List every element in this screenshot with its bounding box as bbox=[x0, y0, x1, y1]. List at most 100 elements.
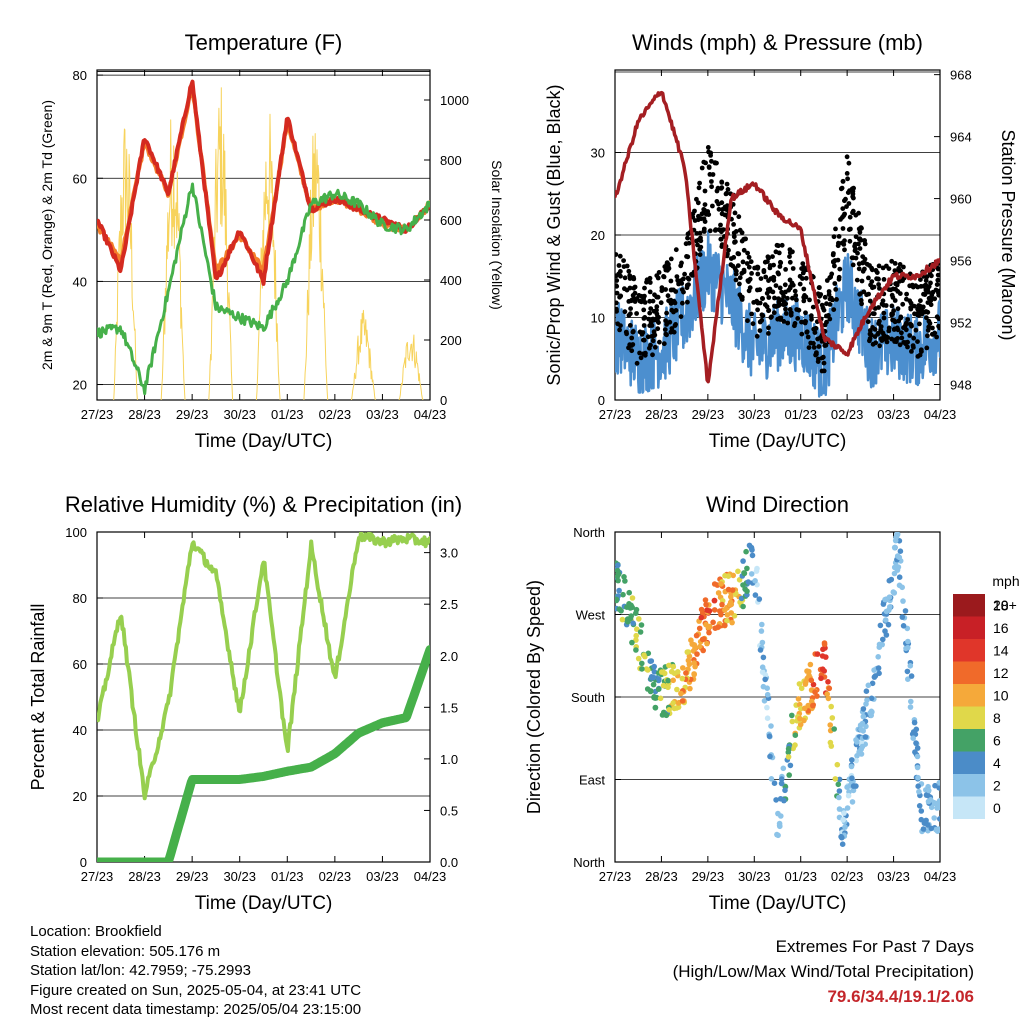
gust-point bbox=[755, 307, 760, 313]
legend-swatch bbox=[953, 706, 985, 729]
gust-point bbox=[623, 329, 629, 335]
gust-point bbox=[622, 286, 627, 292]
gust-point bbox=[776, 299, 782, 305]
gust-point bbox=[876, 282, 881, 287]
winds-pressure-chart: Winds (mph) & Pressure (mb) 27/23 28/23 29/… bbox=[544, 30, 1018, 452]
gust-point bbox=[797, 281, 803, 287]
gust-point bbox=[725, 187, 731, 192]
gust-point bbox=[911, 335, 917, 341]
gust-point bbox=[654, 311, 660, 317]
direction-point bbox=[759, 669, 766, 675]
direction-point bbox=[728, 610, 734, 616]
legend-label: 0 bbox=[993, 800, 1001, 816]
gust-point bbox=[819, 368, 825, 374]
gust-point bbox=[853, 234, 859, 240]
gust-point bbox=[924, 345, 930, 351]
gust-point bbox=[752, 265, 757, 271]
direction-point bbox=[728, 594, 734, 600]
chart-title: Temperature (F) bbox=[185, 30, 343, 55]
gust-point bbox=[684, 254, 689, 259]
gust-point bbox=[916, 303, 922, 308]
direction-point bbox=[787, 762, 794, 769]
direction-point bbox=[694, 651, 700, 657]
gust-point bbox=[771, 277, 777, 283]
direction-point bbox=[773, 797, 779, 803]
gust-point bbox=[880, 298, 886, 304]
direction-point bbox=[767, 753, 773, 760]
gust-point bbox=[846, 227, 852, 233]
direction-point bbox=[882, 617, 889, 623]
direction-point bbox=[902, 608, 909, 614]
direction-point bbox=[656, 676, 662, 682]
x-axis-label: Time (Day/UTC) bbox=[709, 893, 847, 914]
gust-point bbox=[775, 270, 781, 276]
direction-point bbox=[715, 590, 722, 596]
gust-point bbox=[680, 300, 685, 306]
direction-point bbox=[665, 684, 671, 691]
gust-point bbox=[668, 300, 674, 306]
x-tick-label: 04/23 bbox=[924, 407, 957, 422]
gust-point bbox=[889, 312, 895, 318]
direction-point bbox=[895, 564, 902, 570]
gust-point bbox=[733, 271, 739, 277]
gust-point bbox=[807, 297, 812, 303]
gust-point bbox=[842, 247, 847, 253]
gust-point bbox=[884, 339, 890, 345]
gust-point bbox=[799, 319, 804, 325]
x-tick-label: 01/23 bbox=[271, 869, 304, 884]
direction-point bbox=[875, 665, 882, 671]
gust-point bbox=[637, 350, 642, 356]
direction-point bbox=[859, 720, 866, 727]
extremes-subtitle: (High/Low/Max Wind/Total Precipitation) bbox=[672, 962, 974, 981]
gust-point bbox=[746, 254, 752, 260]
direction-point bbox=[818, 675, 824, 682]
gust-point bbox=[785, 320, 791, 326]
direction-point bbox=[778, 776, 785, 782]
direction-point bbox=[825, 695, 832, 702]
gust-point bbox=[856, 241, 861, 247]
gust-point bbox=[718, 222, 723, 228]
gust-point bbox=[615, 273, 619, 279]
gust-point bbox=[790, 249, 795, 255]
direction-point bbox=[745, 579, 752, 585]
direction-point bbox=[722, 572, 728, 579]
gust-point bbox=[860, 254, 866, 259]
y-tick-label: 30 bbox=[591, 146, 605, 161]
gust-point bbox=[819, 302, 825, 308]
legend-label: 12 bbox=[993, 665, 1009, 681]
direction-point bbox=[849, 775, 855, 781]
direction-point bbox=[849, 799, 856, 805]
gust-point bbox=[766, 278, 771, 283]
gust-point bbox=[617, 294, 622, 300]
gust-point bbox=[698, 238, 704, 244]
direction-point bbox=[710, 619, 716, 626]
gust-point bbox=[856, 261, 862, 267]
legend-label: 16 bbox=[993, 620, 1009, 636]
rh-line bbox=[97, 532, 430, 801]
direction-point bbox=[905, 676, 911, 682]
direction-point bbox=[619, 616, 626, 623]
gust-point bbox=[862, 241, 868, 247]
y-tick-label: North bbox=[573, 855, 605, 870]
gust-point bbox=[859, 301, 864, 307]
gust-point bbox=[618, 323, 623, 328]
gust-point bbox=[864, 292, 869, 298]
direction-point bbox=[907, 704, 914, 710]
direction-point bbox=[633, 632, 639, 639]
gust-point bbox=[667, 319, 673, 325]
gust-point bbox=[685, 275, 691, 281]
direction-point bbox=[696, 625, 703, 632]
direction-point bbox=[641, 652, 647, 658]
gust-point bbox=[694, 196, 699, 202]
gust-point bbox=[908, 322, 914, 328]
gust-point bbox=[639, 299, 644, 305]
gust-point bbox=[892, 319, 898, 325]
gust-point bbox=[809, 316, 814, 322]
gust-point bbox=[630, 329, 636, 335]
gust-point bbox=[935, 266, 940, 272]
direction-point bbox=[845, 792, 852, 799]
gust-point bbox=[808, 340, 814, 346]
direction-point bbox=[665, 677, 671, 684]
direction-point bbox=[897, 548, 904, 554]
gust-point bbox=[845, 190, 851, 196]
